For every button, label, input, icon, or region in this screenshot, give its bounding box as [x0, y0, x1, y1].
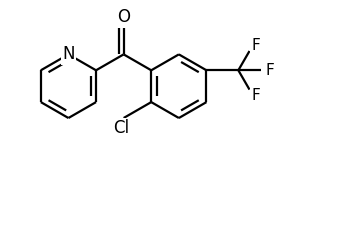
- Text: F: F: [251, 88, 260, 103]
- Text: F: F: [251, 38, 260, 53]
- Text: N: N: [62, 45, 75, 63]
- Text: O: O: [117, 8, 130, 27]
- Text: Cl: Cl: [114, 119, 130, 137]
- Text: F: F: [265, 63, 274, 78]
